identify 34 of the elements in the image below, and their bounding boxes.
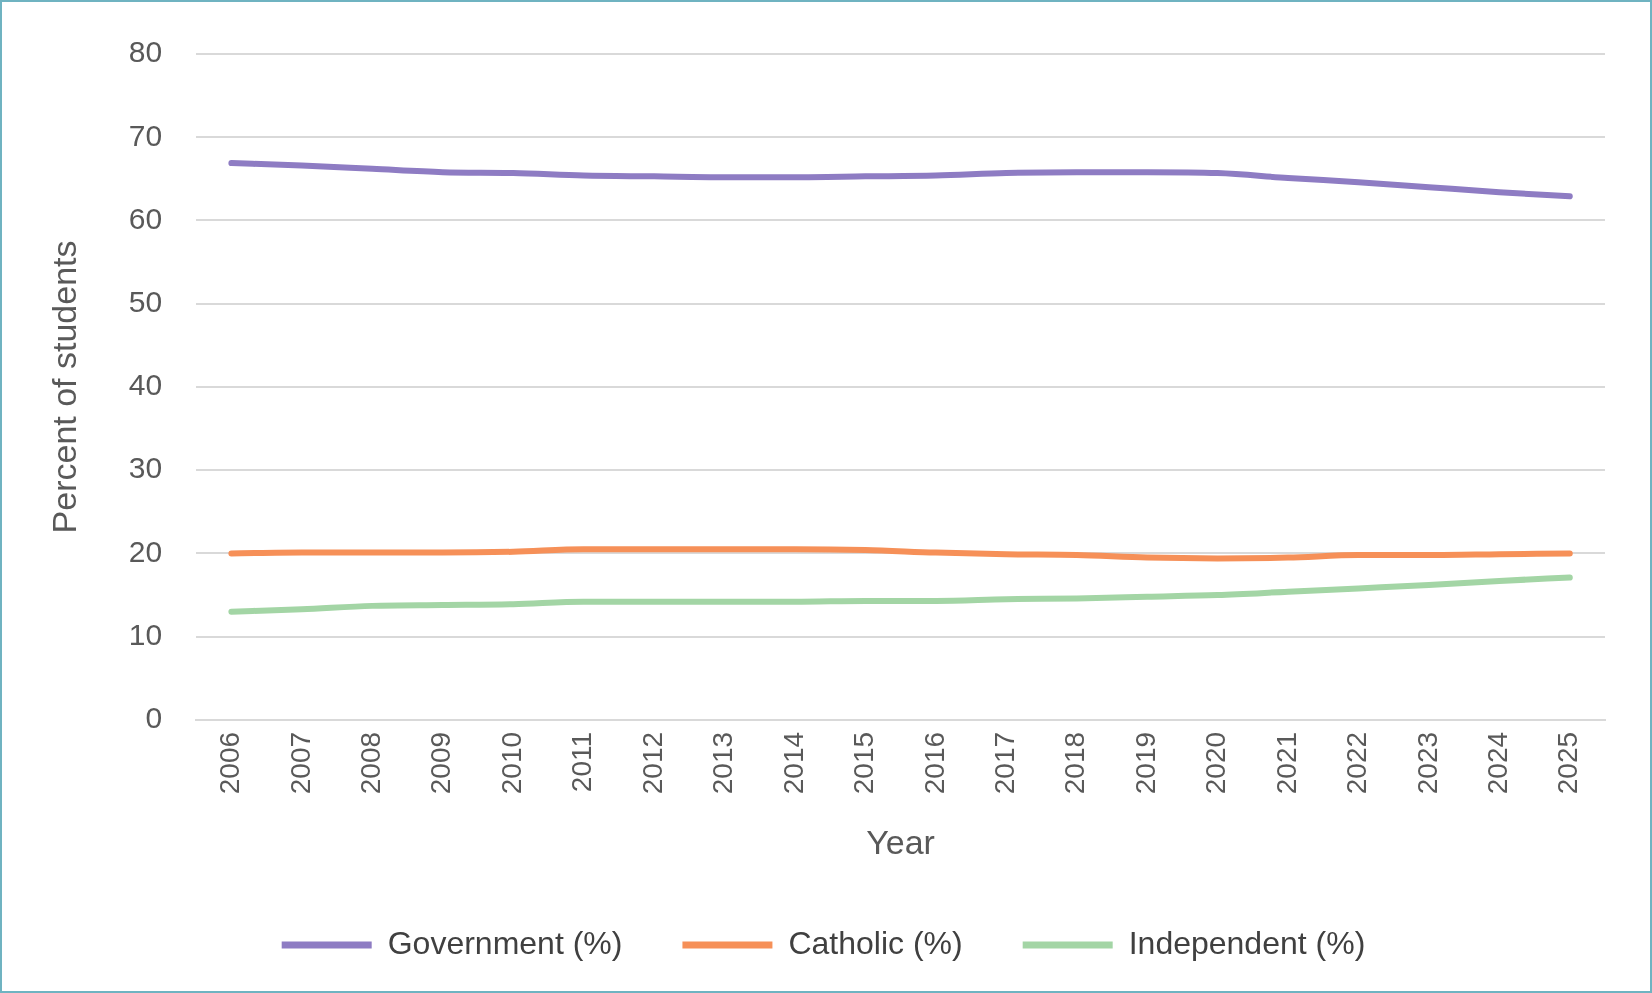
- x-tick-label: 2016: [918, 731, 950, 795]
- x-tick-label: 2013: [707, 731, 739, 795]
- x-tick-label: 2025: [1552, 731, 1584, 795]
- y-tick-label: 0: [145, 701, 163, 735]
- legend-label: Catholic (%): [788, 924, 963, 961]
- x-tick-label: 2006: [214, 731, 246, 795]
- x-tick-label: 2007: [284, 731, 316, 795]
- legend-label: Government (%): [387, 924, 623, 961]
- x-tick-label: 2015: [848, 731, 880, 795]
- x-tick-label: 2023: [1411, 731, 1443, 795]
- x-tick-label: 2010: [495, 731, 527, 795]
- x-tick-label: 2022: [1341, 731, 1373, 795]
- y-tick-label: 60: [128, 201, 163, 235]
- x-tick-label: 2012: [636, 731, 668, 795]
- x-tick-label: 2011: [566, 731, 598, 793]
- y-tick-label: 40: [128, 368, 163, 402]
- x-tick-label: 2014: [777, 731, 809, 795]
- x-tick-label: 2024: [1482, 731, 1514, 795]
- y-tick-label: 10: [128, 617, 163, 651]
- y-tick-label: 20: [128, 534, 163, 568]
- x-tick-label: 2008: [354, 731, 386, 795]
- y-tick-label: 70: [128, 118, 163, 152]
- y-tick-label: 50: [128, 284, 163, 318]
- x-tick-label: 2021: [1270, 731, 1302, 795]
- x-tick-label: 2017: [988, 731, 1020, 795]
- y-axis-title: Percent of students: [44, 240, 83, 534]
- y-tick-label: 30: [128, 451, 163, 485]
- x-tick-label: 2020: [1200, 731, 1232, 795]
- legend-label: Independent (%): [1128, 924, 1366, 961]
- x-tick-label: 2019: [1129, 731, 1161, 795]
- x-axis-title: Year: [866, 822, 935, 861]
- x-tick-label: 2009: [425, 731, 457, 795]
- x-tick-label: 2018: [1059, 731, 1091, 795]
- y-tick-label: 80: [128, 35, 163, 69]
